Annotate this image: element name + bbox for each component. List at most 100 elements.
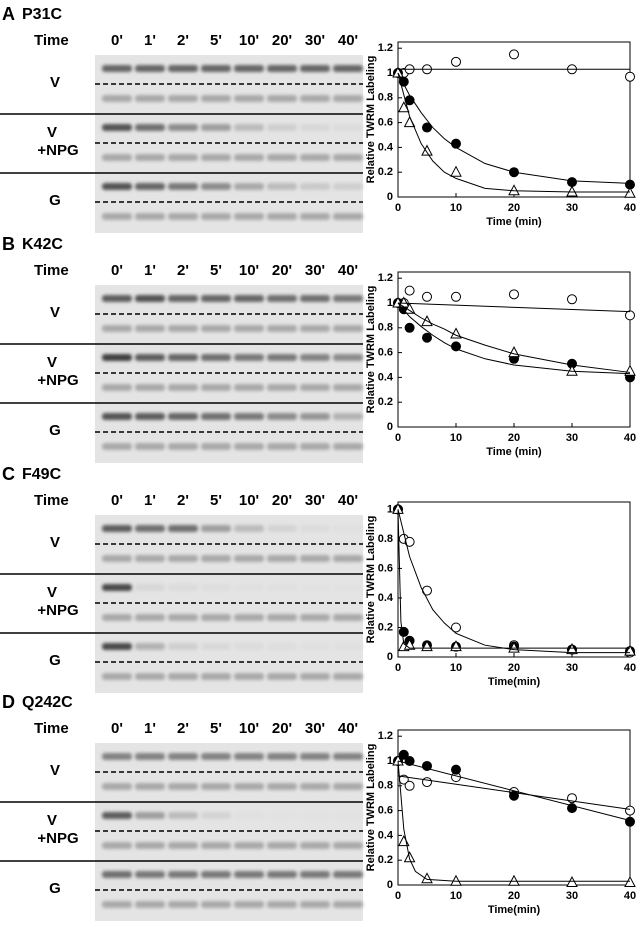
gel-band [102, 555, 132, 562]
gel-band [267, 213, 297, 220]
gel-band [300, 901, 330, 908]
gel-band [135, 753, 165, 760]
gel-band [201, 842, 231, 849]
y-tick-label: 1 [387, 503, 393, 515]
gel-band [168, 673, 198, 680]
x-tick-label: 30 [566, 432, 578, 444]
gel-band [135, 871, 165, 878]
open-point [567, 294, 577, 305]
gel-band [135, 783, 165, 790]
fit-line [397, 775, 631, 810]
fit-line [397, 760, 630, 882]
gel-band [168, 555, 198, 562]
x-tick-label: 20 [508, 662, 520, 674]
triangle-point [392, 66, 404, 78]
gel-band [168, 643, 198, 650]
x-tick-label: 30 [566, 202, 578, 214]
gel-band [300, 555, 330, 562]
y-tick-label: 1.2 [378, 42, 393, 54]
gel-band [135, 384, 165, 391]
open-point [625, 310, 635, 321]
x-tick-label: 10 [450, 890, 462, 902]
fit-line [397, 760, 631, 822]
gel-band [300, 95, 330, 102]
x-tick-label: 10 [450, 662, 462, 674]
gel-band [267, 901, 297, 908]
lane-label: 5' [210, 32, 222, 49]
gel-band [234, 614, 264, 621]
gel-band [234, 325, 264, 332]
time-label: Time [34, 32, 69, 49]
gel-band [333, 65, 363, 72]
gel-band [333, 124, 363, 131]
y-tick-label: 0 [387, 421, 393, 433]
y-tick-label: 0.2 [378, 166, 393, 178]
gel-band [102, 95, 132, 102]
gel-band [234, 124, 264, 131]
triangle-point [421, 872, 433, 884]
row-label: +NPG [37, 830, 78, 847]
lane-label: 30' [305, 32, 325, 49]
gel-band [168, 614, 198, 621]
gel-band [201, 812, 231, 819]
x-tick-label: 10 [450, 432, 462, 444]
filled-point [398, 626, 409, 637]
gel-band [168, 871, 198, 878]
row-label: +NPG [37, 142, 78, 159]
panel-name: Q242C [22, 694, 73, 711]
gel-band [267, 443, 297, 450]
lane-label: 40' [338, 262, 358, 279]
gel-band [102, 124, 132, 131]
panel-name: F49C [22, 466, 62, 483]
x-axis-label: Time(min) [488, 676, 541, 688]
gel-band [234, 643, 264, 650]
time-label: Time [34, 262, 69, 279]
x-tick-label: 40 [624, 432, 636, 444]
y-tick-label: 0.4 [378, 592, 394, 604]
gel-band [300, 753, 330, 760]
gel-band [201, 525, 231, 532]
filled-point [625, 816, 635, 827]
gel-band [201, 555, 231, 562]
gel-band [201, 384, 231, 391]
filled-point [422, 332, 432, 343]
gel-band [168, 325, 198, 332]
gel-band [234, 783, 264, 790]
fit-line [397, 302, 631, 313]
lane-label: 0' [111, 262, 123, 279]
open-point [404, 780, 415, 791]
y-tick-label: 0.6 [378, 805, 393, 817]
time-label: Time [34, 492, 69, 509]
gel-band [300, 614, 330, 621]
gel-band [267, 295, 297, 302]
x-tick-label: 30 [566, 662, 578, 674]
gel-band [168, 812, 198, 819]
gel-band [135, 413, 165, 420]
lane-label: 30' [305, 262, 325, 279]
open-point [451, 56, 461, 67]
fit-line [397, 509, 630, 649]
gel-band [300, 354, 330, 361]
gel-band [333, 95, 363, 102]
gel-band [201, 753, 231, 760]
panel-name: K42C [22, 236, 63, 253]
lane-label: 2' [177, 720, 189, 737]
triangle-point [397, 101, 410, 113]
y-axis-label: Relative TWRM Labeling [365, 516, 377, 644]
gel-band [300, 783, 330, 790]
row-label: V [47, 354, 57, 371]
gel-band [234, 213, 264, 220]
gel-band [234, 443, 264, 450]
gel-band [135, 584, 165, 591]
row-label: V [50, 534, 60, 551]
gel-band [333, 295, 363, 302]
y-axis-label: Relative TWRM Labeling [365, 56, 377, 184]
gel-band [333, 154, 363, 161]
triangle-point [508, 184, 520, 196]
gel-band [201, 614, 231, 621]
gel-band [234, 525, 264, 532]
panel-letter: A [2, 4, 15, 24]
panel-letter: D [2, 692, 15, 712]
gel-band [168, 753, 198, 760]
y-tick-label: 0.8 [378, 92, 393, 104]
